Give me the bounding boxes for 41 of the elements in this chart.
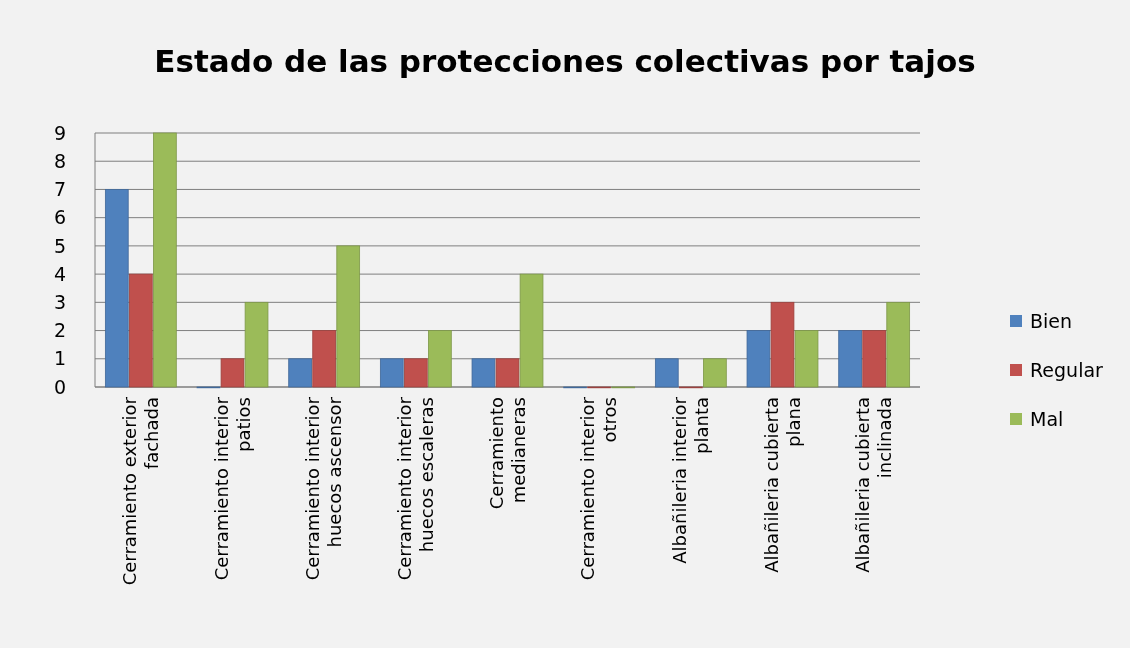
legend-label: Bien [1030,309,1073,332]
bar [886,301,911,388]
bar [746,330,771,388]
bar [770,301,795,388]
bar [153,132,177,388]
y-tick-label: 3 [53,290,67,313]
bar [288,358,312,388]
y-tick-label: 6 [53,206,67,229]
bar [312,330,336,388]
y-tick-label: 2 [53,319,67,342]
bar [838,330,862,388]
y-tick-label: 8 [53,149,67,172]
y-tick-label: 4 [53,262,67,285]
y-tick-label: 5 [53,234,67,257]
chart-title: Estado de las protecciones colectivas por tajos [154,43,976,79]
bar [428,330,452,388]
legend-label: Regular [1030,358,1104,381]
bar [104,189,129,388]
x-tick-label: Cerramiento exterior fachada [119,396,163,586]
bar [244,301,269,388]
bar [703,358,727,388]
bar [336,245,361,388]
x-tick-label: Albañileria interior planta [669,396,713,564]
bar [519,273,544,388]
bar [220,358,245,388]
bar [404,358,428,388]
y-tick-label: 9 [53,121,67,144]
x-tick-label: Cerramiento interior otros [577,396,621,581]
legend-label: Mal [1030,407,1064,430]
x-tick-label: Albañileria cubierta plana [760,397,804,573]
bar [379,358,404,388]
y-tick-label: 0 [53,375,67,398]
bar [471,358,496,388]
x-tick-label: Cerramiento interior patios [210,396,254,581]
bar [794,330,819,388]
bar [495,358,520,388]
bar [654,358,679,388]
bar [862,330,886,388]
y-tick-label: 7 [53,178,67,201]
y-tick-label: 1 [53,347,67,370]
bar [129,273,153,388]
